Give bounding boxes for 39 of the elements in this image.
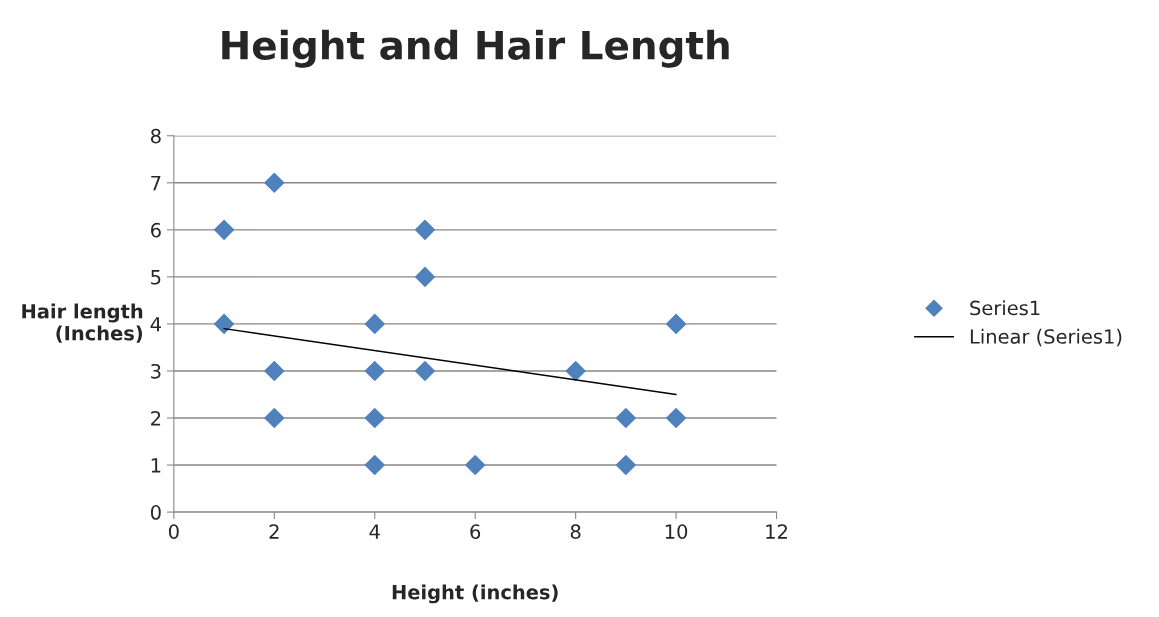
point <box>214 219 235 240</box>
legend-label: Linear (Series1) <box>970 328 1122 347</box>
x-tick-label: 6 <box>470 524 481 539</box>
y-tick-label: 6 <box>151 222 161 238</box>
chart-title: Height and Hair Length <box>222 29 729 68</box>
point <box>264 408 285 429</box>
point <box>465 455 486 476</box>
y-tick-label: 1 <box>151 458 161 473</box>
x-tick-label: 12 <box>766 524 787 539</box>
point <box>565 360 586 381</box>
point <box>414 360 435 381</box>
x-tick-label: 0 <box>168 524 179 539</box>
point <box>364 455 385 476</box>
x-tick-label: 10 <box>665 524 688 539</box>
x-tick-label: 8 <box>570 524 581 539</box>
point <box>414 219 435 240</box>
x-tick-label: 2 <box>269 524 279 539</box>
y-tick-label: 4 <box>150 317 161 332</box>
y-tick-label: 8 <box>150 128 161 144</box>
point <box>264 172 285 193</box>
y-tick-label: 3 <box>151 363 161 379</box>
y-tick-label: 7 <box>151 176 161 191</box>
point <box>264 360 285 381</box>
y-tick-label: 2 <box>151 410 161 426</box>
point <box>666 408 687 429</box>
point <box>214 313 235 334</box>
x-axis-title: Height (inches) <box>392 584 558 604</box>
point <box>364 360 385 381</box>
point <box>414 266 435 287</box>
point <box>666 313 687 334</box>
x-tick-label: 4 <box>369 524 380 539</box>
legend-label: Series1 <box>970 300 1040 316</box>
point <box>364 313 385 334</box>
point <box>364 408 385 429</box>
y-tick-label: 0 <box>150 505 161 520</box>
y-tick-label: 5 <box>151 270 161 285</box>
point <box>615 455 636 476</box>
y-axis-title: Hair length (Inches) <box>22 303 143 343</box>
point <box>615 408 636 429</box>
